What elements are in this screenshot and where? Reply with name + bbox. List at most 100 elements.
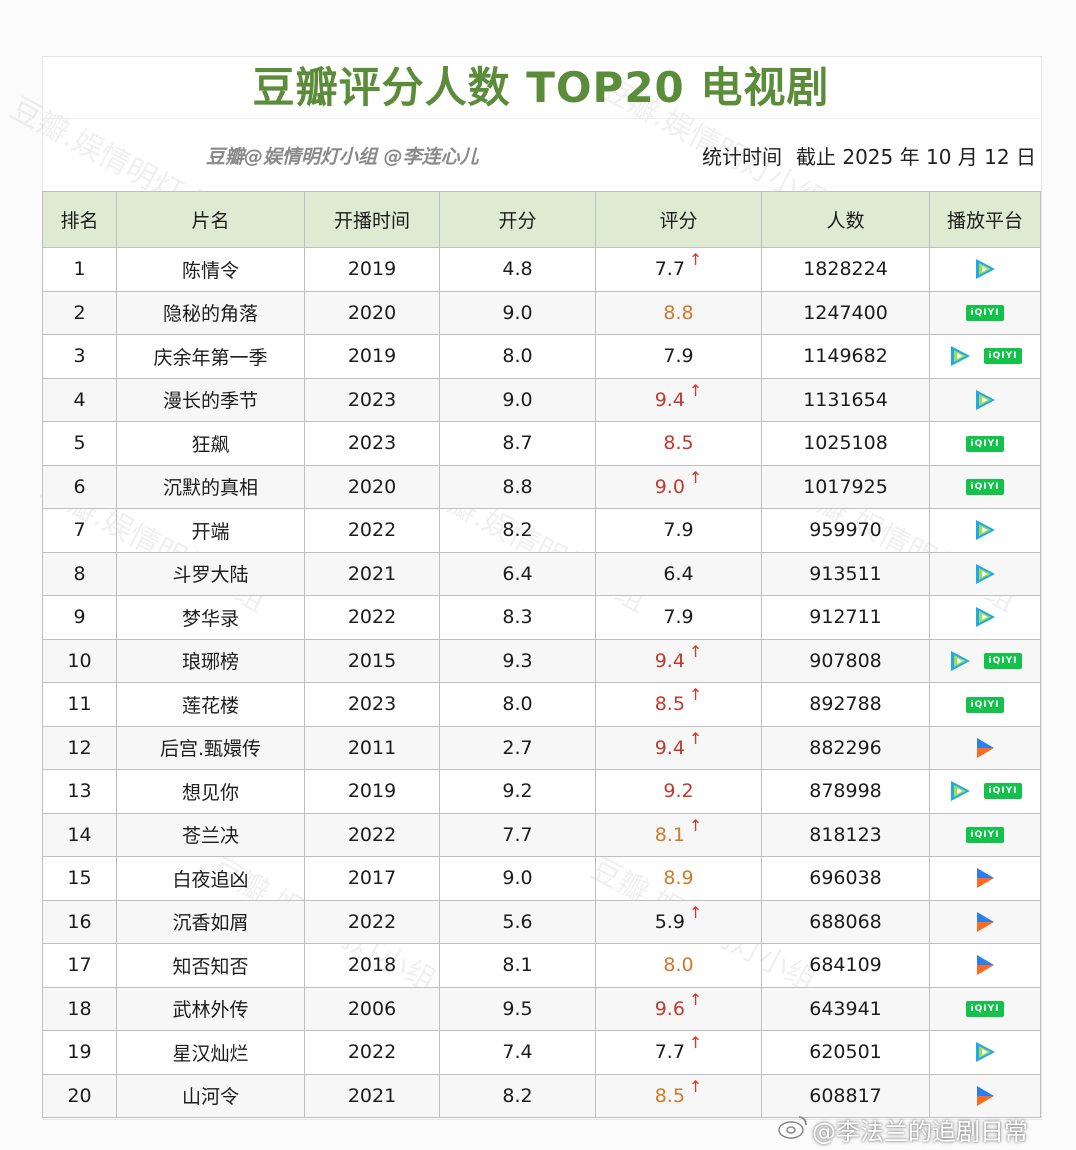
- cell-open-score: 9.3: [439, 638, 596, 683]
- cell-count: 1131654: [761, 377, 930, 422]
- cell-score: 8.5 ↑: [595, 682, 762, 727]
- cell-count: 1017925: [761, 464, 930, 509]
- divider: [42, 118, 1040, 119]
- cell-platform: iQIYI: [929, 986, 1041, 1031]
- table-row: 8 斗罗大陆 2021 6.4 6.4 913511: [42, 551, 1041, 596]
- cell-platform: [929, 595, 1041, 640]
- credit-text: 豆瓣@娱情明灯小组 @李连心儿: [206, 146, 479, 168]
- cell-name: 苍兰决: [116, 812, 305, 857]
- cell-count: 959970: [761, 508, 930, 553]
- cell-open-score: 9.0: [439, 856, 596, 901]
- score-value: 7.7: [654, 258, 685, 281]
- table-row: 20 山河令 2021 8.2 8.5 ↑ 608817: [42, 1073, 1041, 1118]
- table-header-row: 排名 片名 开播时间 开分 评分 人数 播放平台: [42, 191, 1041, 248]
- cell-year: 2019: [304, 769, 440, 814]
- score-value: 7.7: [654, 1041, 685, 1064]
- header-rank: 排名: [42, 191, 117, 248]
- cell-name: 知否知否: [116, 943, 305, 988]
- header-year: 开播时间: [304, 191, 440, 248]
- cell-score: 6.4: [595, 551, 762, 596]
- table-row: 15 白夜追凶 2017 9.0 8.9 696038: [42, 856, 1041, 901]
- score-value: 8.5: [654, 1084, 685, 1107]
- cell-name: 隐秘的角落: [116, 290, 305, 335]
- cell-platform: [929, 1073, 1041, 1118]
- cell-open-score: 8.3: [439, 595, 596, 640]
- cell-year: 2023: [304, 421, 440, 466]
- tencent-video-icon: [976, 520, 995, 541]
- cell-year: 2006: [304, 986, 440, 1031]
- cell-count: 912711: [761, 595, 930, 640]
- cell-rank: 17: [42, 943, 117, 988]
- table-row: 12 后宫.甄嬛传 2011 2.7 9.4 ↑ 882296: [42, 725, 1041, 770]
- score-value: 8.5: [663, 432, 694, 455]
- cell-open-score: 8.1: [439, 943, 596, 988]
- cell-year: 2019: [304, 247, 440, 292]
- cell-count: 1828224: [761, 247, 930, 292]
- cell-score: 8.8: [595, 290, 762, 335]
- cell-name: 沉默的真相: [116, 464, 305, 509]
- page-title: 豆瓣评分人数 TOP20 电视剧: [252, 63, 830, 112]
- cell-rank: 18: [42, 986, 117, 1031]
- cell-score: 8.9: [595, 856, 762, 901]
- cell-name: 莲花楼: [116, 682, 305, 727]
- up-arrow-icon: ↑: [688, 1033, 703, 1053]
- cell-year: 2021: [304, 1073, 440, 1118]
- table-row: 14 苍兰决 2022 7.7 8.1 ↑ 818123 iQIYI: [42, 812, 1041, 857]
- stat-time: 统计时间 截止 2025 年 10 月 12 日: [702, 141, 1036, 170]
- up-arrow-icon: ↑: [688, 989, 703, 1009]
- cell-year: 2015: [304, 638, 440, 683]
- cell-count: 643941: [761, 986, 930, 1031]
- cell-count: 1247400: [761, 290, 930, 335]
- table-row: 7 开端 2022 8.2 7.9 959970: [42, 508, 1041, 553]
- cell-year: 2022: [304, 1030, 440, 1075]
- table-row: 5 狂飙 2023 8.7 8.5 1025108 iQIYI: [42, 421, 1041, 466]
- cell-platform: [929, 247, 1041, 292]
- cell-platform: [929, 551, 1041, 596]
- cell-rank: 2: [42, 290, 117, 335]
- cell-open-score: 9.2: [439, 769, 596, 814]
- score-value: 8.0: [663, 954, 694, 977]
- tencent-video-icon: [950, 650, 970, 671]
- cell-score: 8.0: [595, 943, 762, 988]
- cell-year: 2021: [304, 551, 440, 596]
- cell-year: 2011: [304, 725, 440, 770]
- table-row: 19 星汉灿烂 2022 7.4 7.7 ↑ 620501: [42, 1030, 1041, 1075]
- cell-year: 2020: [304, 290, 440, 335]
- iqiyi-icon: iQIYI: [965, 435, 1005, 452]
- cell-count: 620501: [761, 1030, 930, 1075]
- cell-rank: 12: [42, 725, 117, 770]
- cell-platform: [929, 856, 1041, 901]
- score-value: 9.0: [654, 475, 685, 498]
- tencent-video-icon: [976, 607, 995, 628]
- cell-name: 狂飙: [116, 421, 305, 466]
- cell-score: 7.7 ↑: [595, 1030, 762, 1075]
- cell-count: 878998: [761, 769, 930, 814]
- tencent-video-icon: [976, 1042, 995, 1063]
- youku-icon: [977, 737, 994, 758]
- cell-name: 白夜追凶: [116, 856, 305, 901]
- cell-year: 2022: [304, 508, 440, 553]
- cell-rank: 9: [42, 595, 117, 640]
- score-value: 7.9: [663, 519, 694, 542]
- cell-platform: iQIYI: [929, 682, 1041, 727]
- up-arrow-icon: ↑: [688, 467, 703, 487]
- up-arrow-icon: ↑: [688, 1076, 703, 1096]
- cell-platform: [929, 508, 1041, 553]
- cell-score: 9.6 ↑: [595, 986, 762, 1031]
- cell-rank: 3: [42, 334, 117, 379]
- table-row: 18 武林外传 2006 9.5 9.6 ↑ 643941 iQIYI: [42, 986, 1041, 1031]
- tencent-video-icon: [976, 563, 995, 584]
- cell-rank: 6: [42, 464, 117, 509]
- tencent-video-icon: [950, 346, 970, 367]
- cell-name: 琅琊榜: [116, 638, 305, 683]
- cell-platform: [929, 943, 1041, 988]
- cell-name: 庆余年第一季: [116, 334, 305, 379]
- cell-name: 漫长的季节: [116, 377, 305, 422]
- score-value: 9.4: [654, 736, 685, 759]
- cell-platform: iQIYI: [929, 812, 1041, 857]
- cell-count: 892788: [761, 682, 930, 727]
- cell-year: 2018: [304, 943, 440, 988]
- cell-score: 9.4 ↑: [595, 377, 762, 422]
- cell-rank: 5: [42, 421, 117, 466]
- cell-name: 开端: [116, 508, 305, 553]
